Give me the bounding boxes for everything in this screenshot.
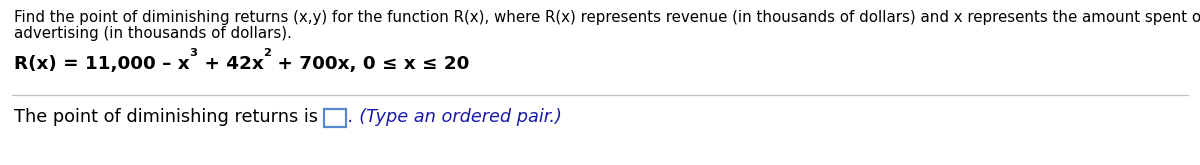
Text: + 42x: + 42x [198, 55, 263, 73]
Text: 3: 3 [190, 48, 198, 58]
Text: Find the point of diminishing returns (x,y) for the function R(x), where R(x) re: Find the point of diminishing returns (x… [14, 10, 1200, 25]
Text: The point of diminishing returns is: The point of diminishing returns is [14, 108, 324, 126]
Text: advertising (in thousands of dollars).: advertising (in thousands of dollars). [14, 26, 292, 41]
Text: + 700x, 0 ≤ x ≤ 20: + 700x, 0 ≤ x ≤ 20 [271, 55, 469, 73]
Text: R(x) = 11,000 – x: R(x) = 11,000 – x [14, 55, 190, 73]
Text: . (Type an ordered pair.): . (Type an ordered pair.) [348, 108, 562, 126]
Text: 2: 2 [263, 48, 271, 58]
FancyBboxPatch shape [324, 109, 346, 127]
